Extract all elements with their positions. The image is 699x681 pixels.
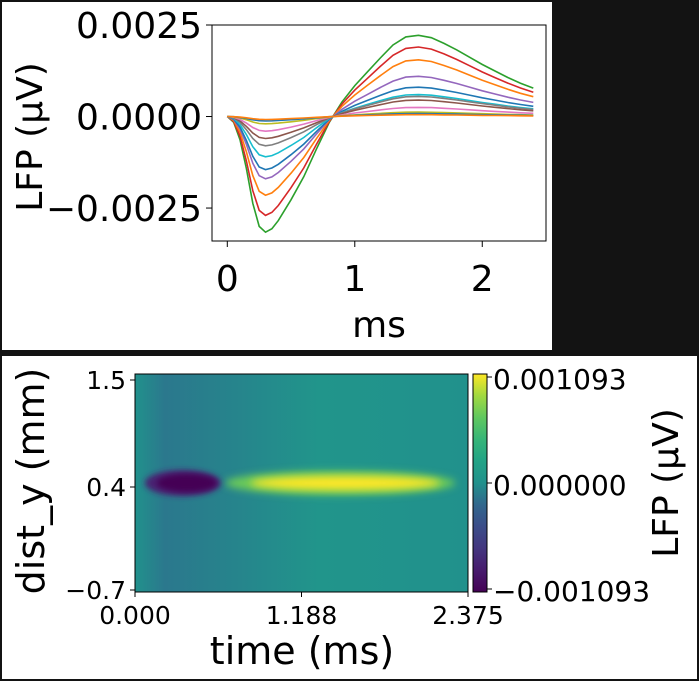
heat-x-tick-label-0: 0.000	[99, 601, 171, 630]
plot-frame	[211, 24, 547, 242]
series-line-11	[227, 113, 534, 121]
y-axis-label: LFP (μV)	[10, 62, 51, 212]
heat-y-tick-label-2: −0.7	[65, 576, 126, 605]
y-tick-label-0: 0.0025	[76, 6, 202, 47]
series-line-6	[227, 95, 534, 147]
heat-x-tick-label-1: 1.188	[266, 601, 338, 630]
negative-blob	[156, 474, 217, 492]
series-line-0	[226, 34, 534, 234]
series-line-2	[226, 58, 534, 197]
positive-band	[250, 476, 441, 490]
colorbar-label: LFP (μV)	[646, 408, 687, 558]
heat-y-tick-label-0: 1.5	[86, 366, 126, 395]
heat-y-tick-label-1: 0.4	[86, 473, 126, 502]
line-chart-panel: 0 1 2 0.0025 0.0000 −0.0025 ms LFP (μV)	[2, 2, 552, 350]
line-chart: 0 1 2 0.0025 0.0000 −0.0025 ms LFP (μV)	[10, 6, 547, 346]
x-tick-label-2: 2	[471, 259, 494, 300]
heat-x-tick-label-2: 2.375	[432, 601, 504, 630]
series-line-3	[226, 75, 534, 180]
colorbar-tick-label-0: 0.001093	[493, 363, 627, 396]
series-line-8	[227, 106, 534, 133]
colorbar-tick-label-2: −0.001093	[493, 575, 650, 608]
heatmap-chart: 0.000 1.188 2.375 1.5 0.4 −0.7 time (ms) dist_y…	[9, 363, 687, 673]
x-axis-label: ms	[352, 305, 406, 346]
series-line-7	[227, 99, 534, 140]
y-tick-label-2: −0.0025	[46, 189, 202, 230]
colorbar-tick-label-1: 0.000000	[493, 469, 627, 502]
colorbar	[472, 373, 488, 593]
heat-y-axis-label: dist_y (mm)	[9, 368, 53, 595]
y-tick-label-1: 0.0000	[76, 98, 202, 139]
series-line-1	[226, 46, 534, 217]
series-line-4	[226, 86, 534, 171]
heatmap-panel: 0.000 1.188 2.375 1.5 0.4 −0.7 time (ms) dist_y…	[2, 356, 697, 679]
x-tick-label-1: 1	[343, 259, 366, 300]
x-tick-label-0: 0	[216, 259, 239, 300]
heat-x-axis-label: time (ms)	[210, 629, 394, 673]
